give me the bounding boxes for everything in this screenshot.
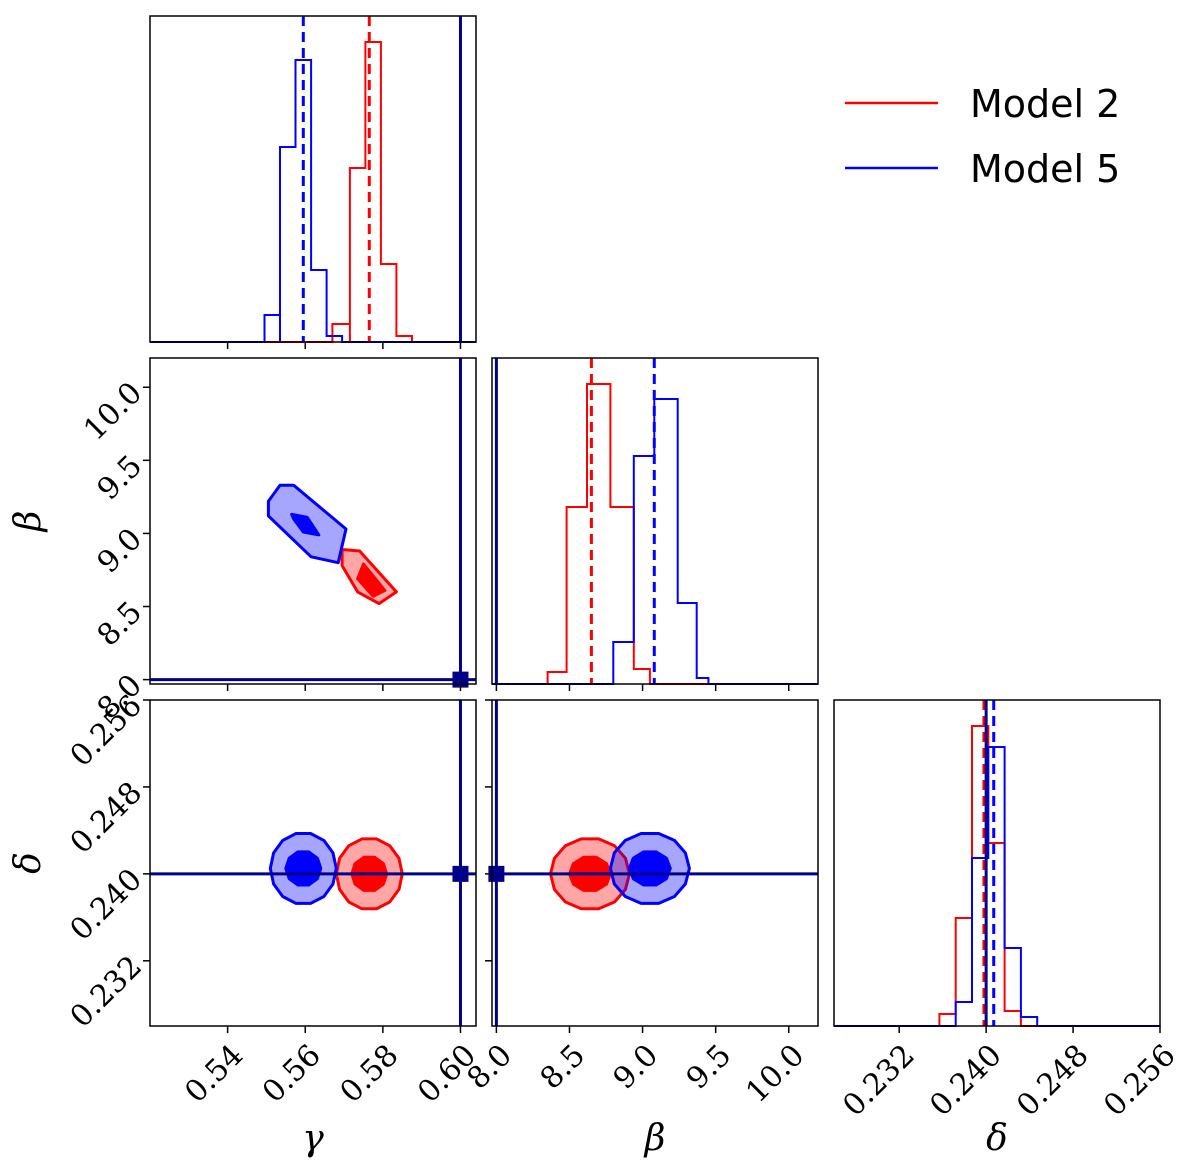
y-tick-label-beta-3: 9.5 [91,449,149,507]
x-tick-label-beta-3: 9.5 [680,1038,738,1096]
y-tick-label-delta-1: 0.240 [64,862,149,947]
histogram-delta-model-2 [834,725,1160,1027]
x-tick-label-delta-3: 0.256 [1097,1038,1182,1123]
x-tick-label-gamma-0: 0.54 [178,1038,250,1110]
x-tick-label-beta-1: 8.5 [534,1038,592,1096]
y-axis-label-beta: β [8,511,49,534]
line-layer [150,16,1160,1027]
legend-label-model-2: Model 2 [970,82,1120,126]
x-tick-label-beta-2: 9.0 [607,1038,665,1096]
frame-layer [143,15,1161,1033]
panel-frame-1-1 [491,357,819,685]
histogram-beta-model-5 [492,398,818,685]
legend-label-model-5: Model 5 [970,147,1120,191]
x-tick-label-delta-2: 0.248 [1010,1038,1095,1123]
y-tick-label-beta-2: 9.0 [91,522,149,580]
panel-frame-2-1 [491,699,819,1027]
x-tick-label-delta-0: 0.232 [836,1038,921,1123]
x-tick-label-gamma-1: 0.56 [256,1038,328,1110]
truth-marker-gamma-delta [452,865,469,882]
histogram-beta-model-2 [492,383,818,685]
x-tick-label-beta-0: 8.0 [461,1038,519,1096]
contour-inner-beta-delta-model-5 [627,850,672,887]
legend: Model 2 Model 5 [845,82,1120,191]
x-axis-label-delta: δ [986,1118,1008,1159]
contour-inner-gamma-delta-model-5 [284,850,323,887]
x-axis-label-beta: β [643,1118,666,1159]
histogram-delta-model-5 [834,746,1160,1027]
x-tick-label-gamma-2: 0.58 [334,1038,406,1110]
histogram-gamma-model-5 [150,59,476,343]
fill-layer [266,483,691,911]
x-tick-label-beta-4: 10.0 [739,1038,811,1110]
y-tick-label-beta-1: 8.5 [91,595,149,653]
y-tick-label-beta-4: 10.0 [77,376,149,448]
panel-frame-2-2 [833,699,1161,1027]
contour-inner-gamma-beta-model-2 [356,562,387,598]
contour-inner-gamma-beta-model-5 [290,512,321,537]
y-axis-label-delta: δ [8,852,49,874]
panel-frame-2-0 [149,699,477,1027]
y-tick-label-delta-0: 0.232 [64,949,149,1034]
y-tick-label-delta-2: 0.248 [64,775,149,860]
panel-frame-1-0 [149,357,477,685]
x-axis-label-gamma: γ [302,1118,324,1159]
panel-frame-0-0 [149,15,477,343]
histogram-gamma-model-2 [150,41,476,343]
x-tick-label-delta-1: 0.240 [923,1038,1008,1123]
